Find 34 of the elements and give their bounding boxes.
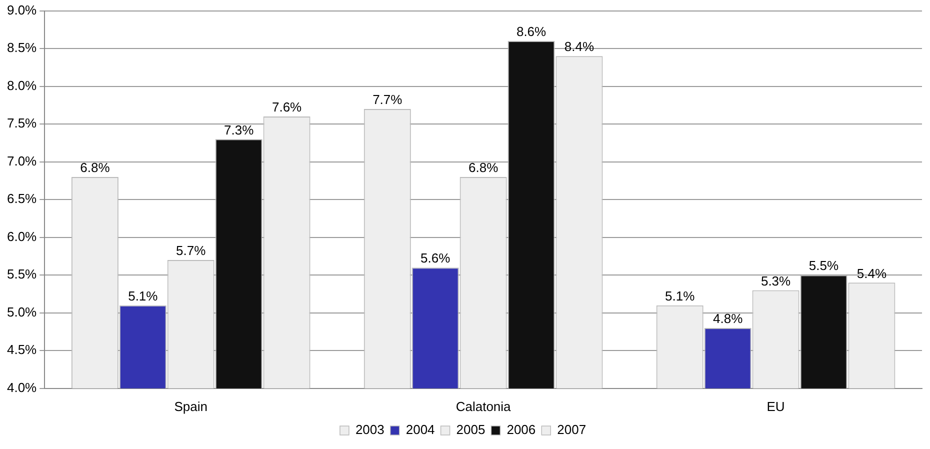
data-label: 6.8% xyxy=(468,160,499,176)
y-tick-label: 5.0% xyxy=(6,304,38,320)
y-tick-label: 6.5% xyxy=(6,191,38,206)
y-tick-label: 5.5% xyxy=(6,266,38,282)
x-tick-label: Calatonia xyxy=(456,398,512,414)
data-label: 5.4% xyxy=(856,266,887,281)
data-label: 5.6% xyxy=(420,250,451,266)
y-tick-label: 9.0% xyxy=(6,2,38,18)
data-label: 5.3% xyxy=(760,273,792,288)
y-tick-label: 4.5% xyxy=(6,342,38,358)
x-tick-label: EU xyxy=(766,398,785,414)
data-label: 4.8% xyxy=(712,311,744,326)
legend-label: 2004 xyxy=(406,422,435,438)
data-label: 8.6% xyxy=(516,24,547,40)
y-tick-label: 8.0% xyxy=(6,78,38,93)
data-label: 5.1% xyxy=(128,288,158,304)
legend-label: 2006 xyxy=(506,422,536,438)
data-label: 5.5% xyxy=(808,258,839,274)
legend-label: 2003 xyxy=(355,422,384,438)
data-label: 7.3% xyxy=(224,122,254,138)
y-tick-label: 7.5% xyxy=(6,116,38,131)
data-label: 5.7% xyxy=(176,243,206,258)
y-tick-label: 4.0% xyxy=(6,380,38,395)
legend-label: 2005 xyxy=(456,422,486,438)
x-tick-label: Spain xyxy=(174,398,208,414)
legend-label: 2007 xyxy=(557,422,586,438)
data-label: 5.1% xyxy=(665,288,696,304)
y-tick-label: 6.0% xyxy=(6,228,38,244)
y-tick-label: 7.0% xyxy=(6,153,38,168)
y-tick-label: 8.5% xyxy=(6,40,38,56)
data-label: 6.8% xyxy=(80,160,110,176)
data-label: 7.7% xyxy=(372,92,403,108)
data-label: 7.6% xyxy=(272,100,302,115)
data-label: 8.4% xyxy=(564,39,594,54)
